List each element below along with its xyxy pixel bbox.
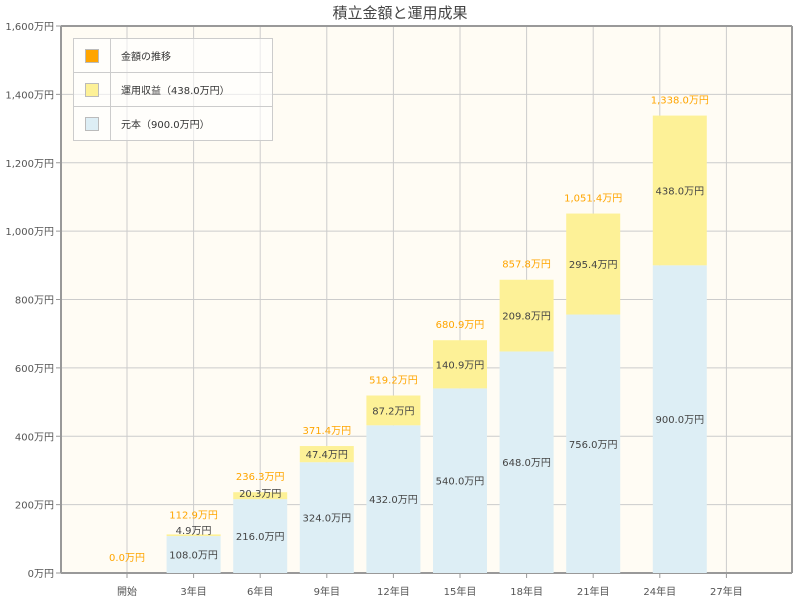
bar-label-gain: 209.8万円	[502, 312, 551, 323]
bar-principal	[366, 425, 421, 573]
legend-label: 金額の推移	[121, 52, 171, 63]
total-label: 371.4万円	[302, 426, 351, 437]
bar-label-gain: 140.9万円	[436, 360, 485, 371]
bar-label-principal: 540.0万円	[436, 477, 485, 488]
legend-swatch-principal	[85, 116, 99, 131]
y-tick-label: 400万円	[15, 432, 54, 443]
chart-title: 積立金額と運用成果	[332, 4, 468, 22]
y-tick-label: 1,200万円	[5, 159, 54, 170]
total-label: 0.0万円	[109, 553, 145, 564]
bar-label-principal: 432.0万円	[369, 495, 418, 506]
y-tick-label: 1,600万円	[5, 22, 54, 33]
bar-label-principal: 900.0万円	[655, 415, 704, 426]
bar-label-principal: 324.0万円	[302, 514, 351, 525]
bar-gain	[166, 534, 221, 537]
legend-label: 運用収益（438.0万円）	[121, 86, 230, 97]
total-label: 857.8万円	[502, 260, 551, 271]
x-tick-label: 開始	[117, 585, 137, 598]
x-tick-label: 9年目	[314, 585, 340, 598]
legend-item-total[interactable]: 金額の推移	[74, 39, 272, 73]
bar-label-principal: 756.0万円	[569, 440, 618, 451]
bar-label-gain: 47.4万円	[306, 450, 348, 461]
y-tick-label: 0万円	[28, 569, 54, 580]
total-label: 519.2万円	[369, 375, 418, 386]
x-tick-label: 6年目	[247, 585, 273, 598]
bar-label-gain: 87.2万円	[372, 406, 414, 417]
legend: 金額の推移 運用収益（438.0万円） 元本（900.0万円）	[73, 38, 273, 141]
x-tick-label: 24年目	[643, 585, 676, 598]
x-tick-label: 12年目	[377, 585, 410, 598]
bar-label-gain: 295.4万円	[569, 260, 618, 271]
bar-label-principal: 216.0万円	[236, 532, 285, 543]
bar-label-principal: 648.0万円	[502, 458, 551, 469]
total-label: 680.9万円	[436, 320, 485, 331]
legend-item-gain[interactable]: 運用収益（438.0万円）	[74, 73, 272, 107]
legend-item-principal[interactable]: 元本（900.0万円）	[74, 107, 272, 140]
x-tick-label: 27年目	[710, 585, 743, 598]
bar-gain	[566, 213, 621, 315]
y-tick-label: 1,400万円	[5, 90, 54, 101]
bar-gain	[366, 395, 421, 426]
bar-principal	[499, 351, 554, 573]
bar-principal	[299, 462, 354, 573]
bar-gain	[233, 492, 288, 500]
bar-gain	[299, 446, 354, 463]
x-tick-label: 18年目	[510, 585, 543, 598]
total-label: 112.9万円	[169, 510, 218, 521]
bar-principal	[166, 536, 221, 573]
bar-gain	[499, 279, 554, 352]
legend-label: 元本（900.0万円）	[121, 120, 210, 131]
legend-swatch-total	[85, 48, 99, 63]
y-tick-label: 800万円	[15, 296, 54, 307]
bar-label-gain: 438.0万円	[655, 186, 704, 197]
bar-principal	[433, 388, 487, 573]
bar-principal	[566, 314, 621, 573]
total-label: 1,338.0万円	[651, 96, 709, 107]
x-tick-label: 15年目	[444, 585, 477, 598]
bar-gain	[652, 115, 707, 266]
bar-label-gain: 4.9万円	[176, 526, 212, 537]
y-tick-label: 200万円	[15, 501, 54, 512]
bar-label-principal: 108.0万円	[169, 551, 218, 562]
total-label: 236.3万円	[236, 472, 285, 483]
legend-swatch-gain	[85, 82, 99, 97]
bar-principal	[233, 499, 288, 573]
y-tick-label: 600万円	[15, 364, 54, 375]
total-label: 1,051.4万円	[564, 194, 622, 205]
bar-label-gain: 20.3万円	[239, 489, 281, 500]
x-tick-label: 21年目	[577, 585, 610, 598]
x-tick-label: 3年目	[180, 585, 206, 598]
y-tick-label: 1,000万円	[5, 227, 54, 238]
bar-principal	[652, 265, 707, 573]
bar-gain	[433, 340, 487, 389]
